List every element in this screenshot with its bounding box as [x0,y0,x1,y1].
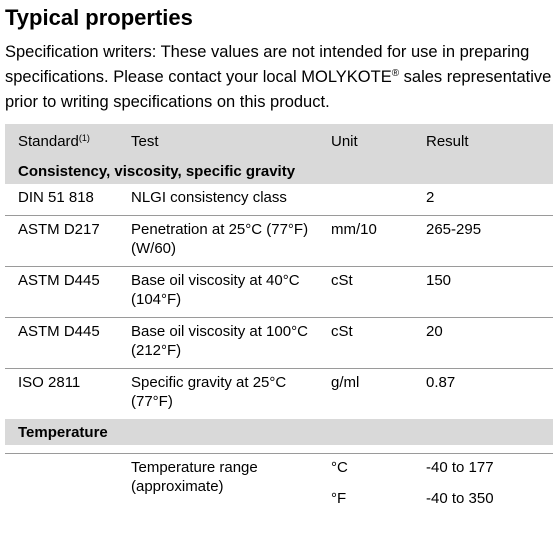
cell-result: -40 to 177 -40 to 350 [426,454,553,517]
result-fahrenheit: -40 to 350 [426,490,494,507]
table-header-row: Standard(1) Test Unit Result [5,124,553,158]
cell-test: NLGI consistency class [131,184,331,216]
intro-text: Specification writers: These values are … [5,43,530,86]
cell-result: 2 [426,184,553,216]
cell-unit: mm/10 [331,215,426,267]
cell-test: Base oil viscosity at 40°C (104°F) [131,266,331,318]
cell-standard [5,454,131,517]
header-standard-label: Standard [18,132,79,150]
cell-standard: ASTM D217 [5,215,131,267]
header-standard: Standard(1) [5,124,131,158]
cell-standard: ASTM D445 [5,317,131,369]
section-row-consistency: Consistency, viscosity, specific gravity [5,158,553,184]
table-row: ASTM D217 Penetration at 25°C (77°F) (W/… [5,215,553,267]
properties-table: Standard(1) Test Unit Result Consistency… [5,124,553,516]
section-row-temperature: Temperature [5,419,553,445]
section-title-consistency: Consistency, viscosity, specific gravity [5,158,553,184]
section-title-temperature: Temperature [5,419,553,445]
header-unit: Unit [331,124,426,158]
footnote-marker: (1) [78,132,90,143]
cell-unit: °C °F [331,454,426,517]
table-row: DIN 51 818 NLGI consistency class 2 [5,184,553,216]
cell-unit: g/ml [331,374,360,391]
cell-unit [331,184,426,216]
cell-standard: ASTM D445 [5,266,131,318]
intro-text-end: sales representative prior to writing sp… [5,68,552,111]
cell-unit: cSt [331,317,426,369]
table-row: ISO 2811 Specific gravity at 25°C (77°F)… [5,369,553,420]
table-row: ASTM D445 Base oil viscosity at 40°C (10… [5,266,553,318]
cell-standard: ISO 2811 [18,374,81,391]
table-row-temperature: Temperature range (approximate) °C °F -4… [5,454,553,517]
cell-result: 265-295 [426,215,553,267]
intro-paragraph: Specification writers: These values are … [5,40,557,115]
spacer-row [5,445,553,454]
cell-result: 20 [426,317,553,369]
header-test: Test [131,124,331,158]
cell-result: 0.87 [426,374,456,391]
header-result: Result [426,124,553,158]
result-celsius: -40 to 177 [426,459,494,476]
cell-test: Specific gravity at 25°C (77°F) [131,374,287,410]
cell-test: Base oil viscosity at 100°C (212°F) [131,317,331,369]
unit-celsius: °C [331,459,348,476]
registered-mark: ® [391,68,400,79]
cell-unit: cSt [331,266,426,318]
page-title: Typical properties [5,5,193,30]
cell-test: Penetration at 25°C (77°F) (W/60) [131,215,331,267]
cell-test: Temperature range (approximate) [131,459,258,495]
unit-fahrenheit: °F [331,490,347,507]
table-row: ASTM D445 Base oil viscosity at 100°C (2… [5,317,553,369]
cell-result: 150 [426,266,553,318]
cell-standard: DIN 51 818 [5,184,131,216]
